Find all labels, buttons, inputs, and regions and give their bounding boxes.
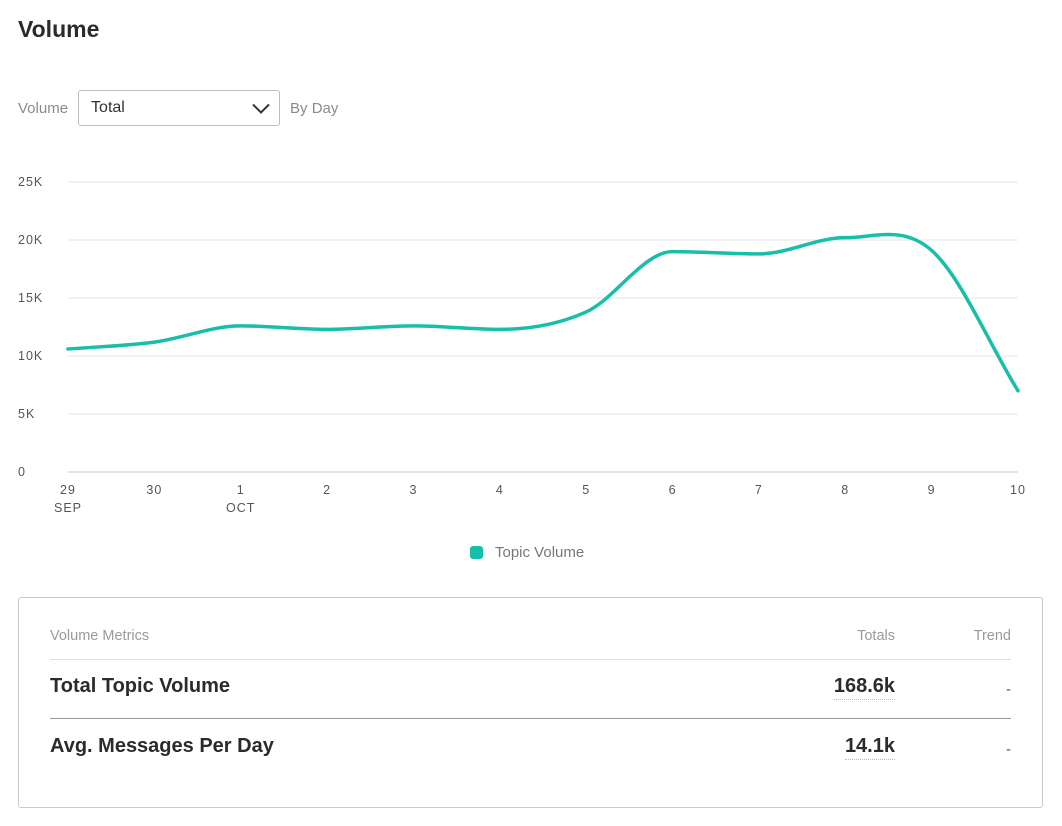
y-tick-label: 25K (18, 175, 43, 189)
metric-label: Avg. Messages Per Day (50, 735, 274, 757)
metric-label: Total Topic Volume (50, 675, 230, 697)
legend-label: Topic Volume (495, 544, 585, 561)
x-tick-label: 5 (582, 483, 590, 497)
volume-label: Volume (18, 99, 69, 117)
x-tick-label: 10 (1010, 483, 1026, 497)
metric-total[interactable]: 14.1k (844, 735, 895, 760)
x-tick-label: 29 (60, 483, 76, 497)
y-tick-label: 10K (18, 349, 43, 363)
x-tick-label: 3 (409, 483, 417, 497)
x-tick-label: 6 (669, 483, 677, 497)
metric-trend: - (1006, 741, 1011, 758)
x-tick-label: 1 (237, 483, 245, 497)
y-tick-label: 0 (18, 465, 26, 479)
volume-type-select[interactable]: Total (78, 90, 281, 126)
x-tick-label: 4 (496, 483, 504, 497)
volume-metrics-table: Volume Metrics Totals Trend Total Topic … (18, 597, 1043, 808)
table-row: Total Topic Volume 168.6k - (50, 659, 1011, 719)
x-tick-label: 9 (928, 483, 936, 497)
volume-type-value: Total (91, 99, 125, 116)
metrics-header-name: Volume Metrics (50, 628, 150, 644)
x-tick-label: 2 (323, 483, 331, 497)
y-tick-label: 20K (18, 233, 43, 247)
metrics-header: Volume Metrics Totals Trend (50, 628, 1011, 660)
chevron-down-icon (252, 103, 270, 114)
x-tick-label: 30 (146, 483, 162, 497)
page-title: Volume (18, 16, 100, 42)
metric-trend: - (1006, 681, 1011, 698)
chart-legend[interactable]: Topic Volume (470, 544, 584, 561)
x-tick-sublabel: SEP (54, 501, 82, 515)
x-tick-sublabel: OCT (226, 501, 255, 515)
legend-swatch (470, 546, 483, 559)
metric-total[interactable]: 168.6k (833, 675, 895, 700)
by-day-label: By Day (290, 99, 339, 117)
metrics-header-totals: Totals (857, 628, 895, 644)
table-row: Avg. Messages Per Day 14.1k - (50, 719, 1011, 778)
y-tick-label: 15K (18, 291, 43, 305)
x-tick-label: 7 (755, 483, 763, 497)
series-line-topic-volume (66, 232, 1020, 393)
y-tick-label: 5K (18, 407, 35, 421)
volume-controls: Volume Total By Day (18, 89, 338, 127)
x-tick-label: 8 (841, 483, 849, 497)
volume-line-chart: 0 5K 10K 15K 20K 25K 29 SEP 30 1 OCT 2 3 4 5 6 7 8 9 10 (18, 175, 1026, 515)
metrics-header-trend: Trend (973, 628, 1011, 644)
